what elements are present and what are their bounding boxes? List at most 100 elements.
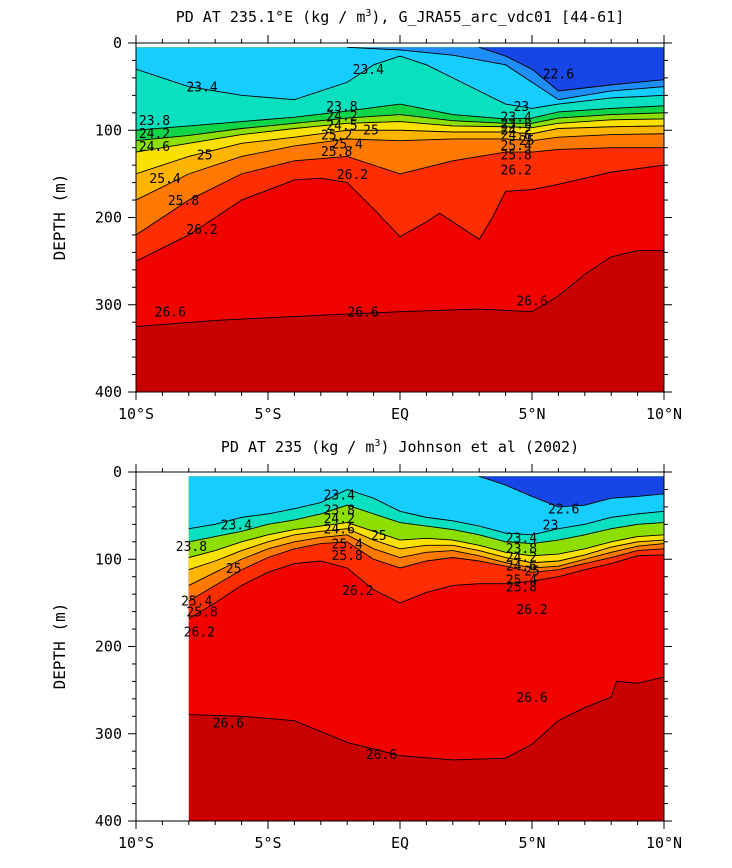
y-axis-label: DEPTH (m) [50, 174, 69, 261]
isopycnal-line [136, 118, 664, 153]
isopycnal-line [136, 103, 664, 131]
contour-label: 22.6 [543, 68, 574, 83]
isopycnal-line [136, 250, 664, 328]
panel-title: PD AT 235.1°E (kg / m3), G_JRA55_arc_vdc… [176, 8, 625, 26]
x-tick-label: 10°N [646, 834, 682, 852]
contour-label: 25.8 [332, 549, 363, 564]
plot-area: 23.423.82525.425.826.226.626.626.623.423… [176, 475, 664, 821]
contour-label: 26.2 [342, 584, 373, 599]
contour-label: 23.4 [221, 518, 252, 533]
axes: 10°S 5°S EQ 5°N 10°N 0 100 200 300 400 [95, 34, 682, 423]
panel-title-main: PD AT 235 (kg / m [221, 438, 375, 456]
density-band [479, 476, 664, 507]
isopycnal-line [136, 55, 664, 109]
y-tick-label: 400 [95, 383, 122, 401]
isopycnal-line [136, 125, 664, 175]
contour-label: 26.6 [366, 748, 397, 763]
contour-label: 25.4 [181, 594, 212, 609]
contour-label: 26.2 [184, 626, 215, 641]
contour-label: 25 [197, 149, 213, 164]
contour-label: 25 [363, 123, 379, 138]
contour-label: 25.8 [186, 606, 217, 621]
contour-label: 25 [226, 562, 242, 577]
contour-label: 23.8 [326, 100, 357, 115]
y-tick-label: 400 [95, 812, 122, 830]
isopycnal-line [479, 475, 664, 508]
isopycnal-line [479, 46, 664, 92]
x-tick-label: EQ [391, 405, 409, 423]
y-tick-label: 100 [95, 121, 122, 139]
contour-label: 26.6 [213, 716, 244, 731]
isopycnal-line [136, 133, 664, 201]
isopycnal-line [188, 541, 664, 602]
isopycnal-line [188, 504, 664, 544]
contour-label: 24.2 [326, 109, 357, 124]
contour-label: 24.5 [326, 119, 357, 134]
isopycnal-line [136, 147, 664, 236]
isopycnal-line [188, 522, 664, 558]
contour-label: 22.6 [548, 503, 579, 518]
contour-label: 26.6 [516, 691, 547, 706]
panel-title-rest: ) Johnson et al (2002) [380, 438, 579, 456]
contour-label: 25.2 [321, 129, 352, 144]
panel-title-rest: ), G_JRA55_arc_vdc01 [44-61] [371, 8, 624, 26]
panel-title: PD AT 235 (kg / m3) Johnson et al (2002) [221, 438, 579, 456]
contour-label: 23.8 [501, 117, 532, 132]
x-tick-label: 5°N [518, 405, 545, 423]
plot-area: 23.423.4 22.623.824.224.62525.425.826.226… [136, 46, 664, 392]
contour-label: 25 [519, 134, 535, 149]
contour-label: 25 [524, 565, 540, 580]
isopycnal-line [347, 46, 664, 101]
contour-label: 24.6 [506, 559, 537, 574]
contour-label: 24.2 [324, 512, 355, 527]
chart-panel-bottom: PD AT 235 (kg / m3) Johnson et al (2002)… [50, 438, 682, 852]
contour-label: 23 [543, 518, 559, 533]
contour-label: 23 [514, 100, 530, 115]
panel-title-main: PD AT 235.1°E (kg / m [176, 8, 366, 26]
isopycnal-line [188, 534, 664, 586]
axes: 10°S 5°S EQ 5°N 10°N 0 100 200 300 400 [95, 463, 682, 852]
contour-label: 24.6 [139, 140, 170, 155]
contour-label: 26.2 [516, 603, 547, 618]
contour-label: 26.6 [155, 306, 186, 321]
contour-label: 26.2 [186, 223, 217, 238]
density-band [479, 47, 664, 91]
contour-label: 23.8 [139, 114, 170, 129]
contour-label: 26.6 [516, 294, 547, 309]
y-tick-label: 200 [95, 209, 122, 227]
y-tick-label: 0 [113, 34, 122, 52]
y-axis-label: DEPTH (m) [50, 603, 69, 690]
y-tick-label: 0 [113, 463, 122, 481]
contour-label: 25.8 [506, 580, 537, 595]
y-tick-label: 100 [95, 550, 122, 568]
isopycnal-line [136, 164, 664, 262]
x-tick-label: 5°N [518, 834, 545, 852]
panel-title-sup: 3 [374, 438, 380, 449]
y-tick-label: 300 [95, 296, 122, 314]
contour-label: 23.4 [501, 110, 532, 125]
contour-label: 25.4 [332, 538, 363, 553]
contour-label: 25.8 [321, 145, 352, 160]
contour-label: 24.2 [139, 127, 170, 142]
contour-label: 24.2 [506, 551, 537, 566]
contour-label: 25 [371, 529, 387, 544]
x-tick-label: 5°S [254, 834, 281, 852]
contour-label: 23.4 [186, 81, 217, 96]
contour-label: 26.2 [501, 164, 532, 179]
contour-label: 23.4 [324, 489, 355, 504]
contour-label: 25.8 [168, 194, 199, 209]
contour-label: 26.2 [337, 168, 368, 183]
isopycnal-line [188, 554, 664, 619]
contour-label: 26.6 [347, 306, 378, 321]
x-tick-label: 5°S [254, 405, 281, 423]
isopycnal-line [188, 676, 664, 761]
y-tick-label: 200 [95, 638, 122, 656]
contour-label: 24.6 [324, 523, 355, 538]
isopycnal-line [136, 112, 664, 142]
contour-label: 25.4 [332, 137, 363, 152]
y-tick-label: 300 [95, 725, 122, 743]
isopycnal-line [188, 528, 664, 571]
contour-label: 24.6 [501, 129, 532, 144]
contour-label: 25.4 [506, 573, 537, 588]
